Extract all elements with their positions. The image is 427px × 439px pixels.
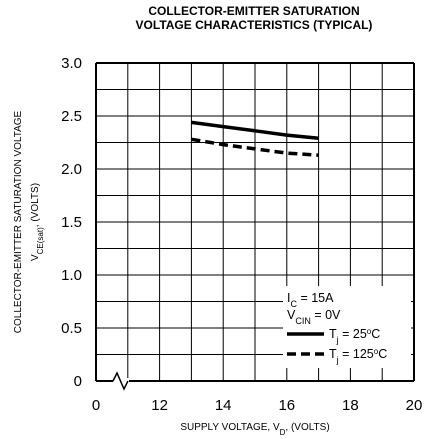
x-tick-label: 0 (92, 397, 100, 414)
series-lines (191, 120, 319, 157)
axis-break-mark (112, 371, 129, 391)
y-axis-label-line2: VCE(sat), (VOLTS) (30, 183, 45, 261)
y-tick-label: 1.5 (61, 214, 82, 231)
y-tick-label: 2.0 (61, 161, 82, 178)
y-tick-label: 1.0 (61, 267, 82, 284)
chart-title-line2: VOLTAGE CHARACTERISTICS (TYPICAL) (135, 18, 373, 32)
x-axis-label: SUPPLY VOLTAGE, VD, (VOLTS) (180, 422, 329, 437)
axis-labels: SUPPLY VOLTAGE, VD, (VOLTS) COLLECTOR-EMI… (13, 110, 330, 436)
legend-entry: Tj = 25oC (329, 327, 380, 346)
y-tick-label: 2.5 (61, 108, 82, 125)
legend-condition: VCIN = 0V (287, 308, 341, 326)
x-tick-label: 20 (406, 397, 423, 414)
series-line-25c (191, 120, 319, 141)
x-tick-label: 18 (342, 397, 359, 414)
x-tick-label: 12 (151, 397, 168, 414)
series-line-125c (191, 137, 319, 157)
x-tick-label: 16 (278, 397, 295, 414)
y-tick-label: 0.5 (61, 320, 82, 337)
x-tick-label: 14 (215, 397, 232, 414)
legend-condition: IC = 15A (287, 291, 334, 309)
y-tick-label: 0 (74, 373, 82, 390)
y-axis-label-line1: COLLECTOR-EMITTER SATURATION VOLTAGE (13, 110, 24, 333)
legend-entry: Tj = 125oC (329, 347, 387, 366)
y-tick-label: 3.0 (61, 55, 82, 72)
chart-title-line1: COLLECTOR-EMITTER SATURATION (148, 4, 360, 18)
tick-labels: 0 12 14 16 18 20 0 0.5 1.0 1.5 2.0 2.5 3.0 (61, 55, 422, 414)
